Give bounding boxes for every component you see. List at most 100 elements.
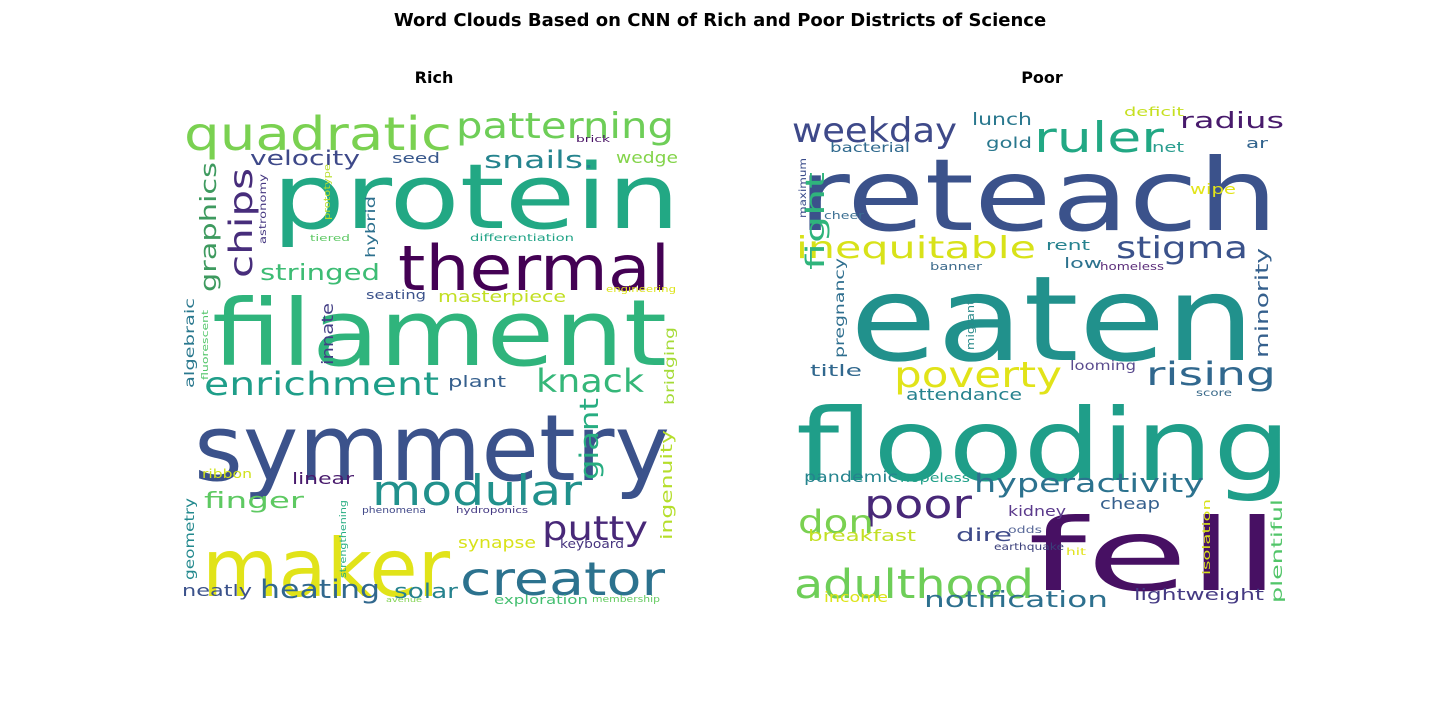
rich-word-graphics: graphics xyxy=(197,162,222,292)
poor-word-notification: notification xyxy=(924,588,1108,610)
rich-word-heating: heating xyxy=(260,575,380,605)
rich-word-plant: plant xyxy=(448,372,506,391)
poor-word-kidney: kidney xyxy=(1008,504,1066,520)
poor-word-maximum: maximum xyxy=(798,158,809,218)
rich-word-giant: giant xyxy=(575,398,605,480)
rich-word-seating: seating xyxy=(366,288,426,302)
rich-word-engineering: engineering xyxy=(606,285,676,295)
poor-word-fell: fell xyxy=(1028,497,1280,610)
rich-word-strengthening: strengthening xyxy=(339,500,349,578)
poor-word-hit: hit xyxy=(1066,547,1086,558)
rich-word-fluorescent: fluorescent xyxy=(201,309,211,380)
poor-word-low: low xyxy=(1064,256,1102,272)
poor-word-poverty: poverty xyxy=(894,355,1062,396)
rich-word-maker: maker xyxy=(202,522,450,610)
figure-title: Word Clouds Based on CNN of Rich and Poo… xyxy=(393,10,1047,31)
poor-word-stigma: stigma xyxy=(1116,231,1248,266)
rich-word-neatly: neatly xyxy=(182,581,252,600)
poor-word-poor: poor xyxy=(864,482,973,528)
poor-word-migrant: migrant xyxy=(964,299,977,350)
poor-word-adulthood: adulthood xyxy=(794,562,1034,608)
poor-word-isolation: isolation xyxy=(1200,499,1213,575)
rich-word-brick: brick xyxy=(576,135,611,145)
rich-word-patterning: patterning xyxy=(456,106,674,147)
poor-word-lunch: lunch xyxy=(972,110,1032,130)
poor-word-weekday: weekday xyxy=(792,111,957,151)
rich-word-quadratic: quadratic xyxy=(184,107,452,161)
poor-word-minority: minority xyxy=(1252,248,1273,358)
poor-word-inequitable: inequitable xyxy=(796,231,1036,266)
rich-word-hydroponics: hydroponics xyxy=(456,506,528,516)
rich-word-linear: linear xyxy=(292,469,355,488)
rich-word-filament: filament xyxy=(212,280,667,387)
poor-word-cheer: cheer xyxy=(824,209,865,222)
poor-word-flooding: flooding xyxy=(796,387,1290,504)
poor-word-wipe: wipe xyxy=(1190,182,1236,198)
poor-word-earthquake: earthquake xyxy=(994,542,1064,553)
rich-word-thermal: thermal xyxy=(398,232,670,305)
rich-word-solar: solar xyxy=(394,579,459,603)
rich-word-phenomena: phenomena xyxy=(362,506,426,516)
poor-word-plentiful: plentiful xyxy=(1268,499,1286,603)
rich-word-hybrid: hybrid xyxy=(364,196,379,258)
rich-word-symmetry: symmetry xyxy=(194,395,670,502)
rich-word-innate: innate xyxy=(318,303,337,365)
rich-word-avenue: avenue xyxy=(386,596,422,604)
poor-word-net: net xyxy=(1152,140,1185,156)
rich-word-prototype: prototype xyxy=(323,163,333,220)
poor-word-gold: gold xyxy=(986,134,1032,152)
poor-word-rising: rising xyxy=(1146,355,1276,393)
poor-word-homeless: homeless xyxy=(1100,260,1164,273)
rich-word-membership: membership xyxy=(592,595,660,605)
rich-word-wedge: wedge xyxy=(616,148,678,167)
rich-word-ingenuity: ingenuity xyxy=(657,430,676,540)
rich-word-synapse: synapse xyxy=(458,533,536,552)
poor-word-ar: ar xyxy=(1246,136,1268,152)
poor-word-hopeless: hopeless xyxy=(900,471,970,485)
rich-word-exploration: exploration xyxy=(494,593,588,607)
poor-word-pandemic: pandemic xyxy=(804,468,898,486)
rich-word-creator: creator xyxy=(460,552,665,606)
poor-word-bacterial: bacterial xyxy=(830,141,910,156)
rich-word-velocity: velocity xyxy=(250,146,360,170)
poor-word-rent: rent xyxy=(1046,238,1091,254)
rich-word-geometry: geometry xyxy=(183,498,198,580)
rich-word-modular: modular xyxy=(372,466,583,515)
poor-word-ruler: ruler xyxy=(1034,113,1165,162)
rich-word-stringed: stringed xyxy=(260,261,380,286)
poor-word-eaten: eaten xyxy=(850,250,1255,388)
poor-word-dire: dire xyxy=(956,525,1012,546)
poor-word-income: income xyxy=(824,590,888,606)
rich-word-differentiation: differentiation xyxy=(470,233,574,244)
poor-word-odds: odds xyxy=(1008,525,1042,536)
poor-word-pregnancy: pregnancy xyxy=(833,258,848,358)
poor-word-don: don xyxy=(798,503,874,541)
rich-word-masterpiece: masterpiece xyxy=(438,287,566,306)
poor-word-lightweight: lightweight xyxy=(1134,585,1264,604)
rich-word-enrichment: enrichment xyxy=(204,365,439,403)
rich-word-seed: seed xyxy=(392,151,440,167)
poor-panel-title: Poor xyxy=(1021,68,1063,87)
rich-word-knack: knack xyxy=(536,362,645,400)
poor-word-looming: looming xyxy=(1070,359,1136,374)
rich-word-bridging: bridging xyxy=(663,327,678,405)
poor-word-breakfast: breakfast xyxy=(808,526,916,545)
poor-word-deficit: deficit xyxy=(1124,105,1184,119)
rich-word-finger: finger xyxy=(204,489,305,514)
rich-panel-title: Rich xyxy=(414,68,454,87)
rich-word-chips: chips xyxy=(222,168,260,278)
poor-word-cheap: cheap xyxy=(1100,494,1160,513)
rich-word-ribbon: ribbon xyxy=(202,467,252,481)
poor-word-reteach: reteach xyxy=(798,137,1278,254)
poor-word-hyperactivity: hyperactivity xyxy=(974,469,1204,499)
rich-word-cloud: protein filament symmetry maker thermal quadr… xyxy=(180,100,680,610)
rich-word-algebraic: algebraic xyxy=(183,298,198,388)
rich-word-astronomy: astronomy xyxy=(258,174,269,244)
poor-word-score: score xyxy=(1196,388,1232,399)
rich-word-putty: putty xyxy=(542,509,648,549)
poor-word-title: title xyxy=(810,361,862,380)
rich-word-tiered: tiered xyxy=(310,234,350,244)
rich-word-protein: protein xyxy=(272,145,680,250)
